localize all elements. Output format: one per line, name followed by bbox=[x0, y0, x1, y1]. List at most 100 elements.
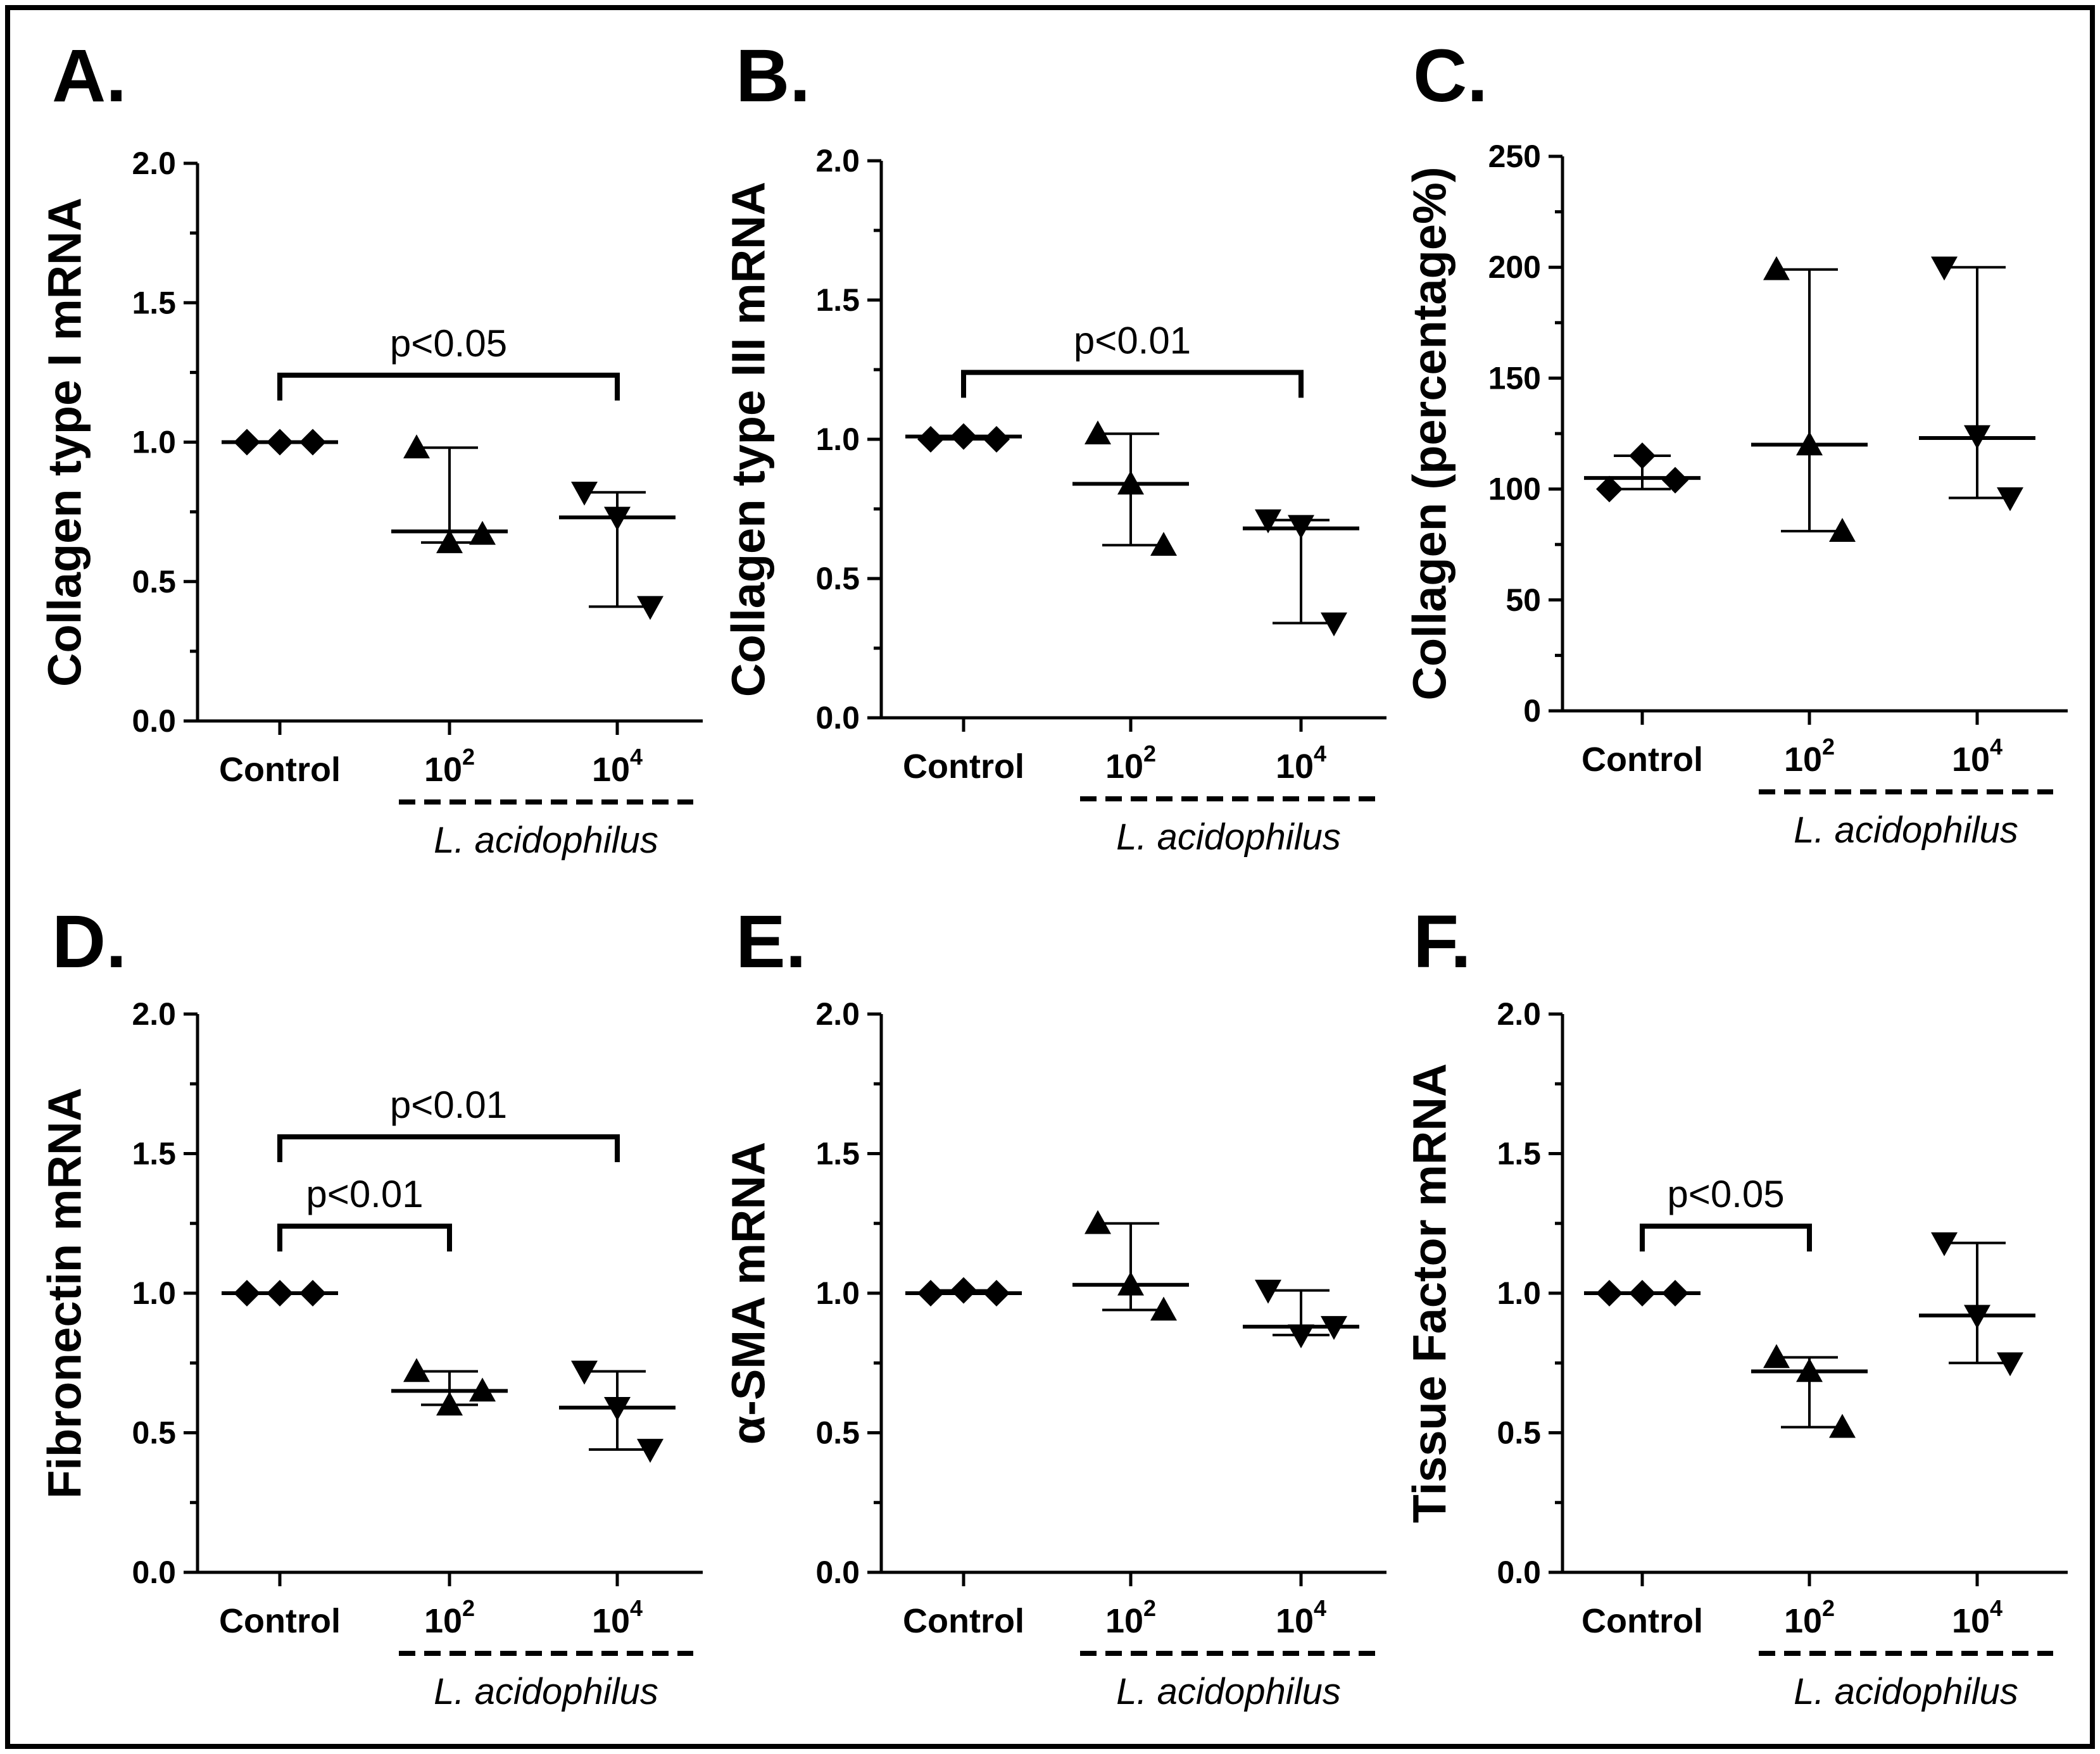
panel-letter: F. bbox=[1413, 900, 1471, 984]
triangle-up-marker bbox=[1763, 1344, 1790, 1369]
figure-border bbox=[5, 5, 2095, 1749]
y-axis-label: Collagen type I mRNA bbox=[39, 197, 91, 687]
x-category-superscript: 4 bbox=[1990, 1595, 2003, 1621]
diamond-marker bbox=[1596, 475, 1623, 503]
triangle-up-marker bbox=[1085, 420, 1111, 444]
x-category-label: Control bbox=[1581, 1602, 1703, 1640]
x-category-label: Control bbox=[903, 1602, 1024, 1640]
x-category-superscript: 2 bbox=[462, 1595, 475, 1621]
y-tick-label: 0.0 bbox=[132, 1555, 176, 1590]
data-group bbox=[391, 434, 508, 553]
diamond-marker bbox=[267, 1280, 293, 1306]
x-category-superscript: 2 bbox=[1822, 1595, 1835, 1621]
y-tick-label: 0.0 bbox=[815, 1555, 860, 1590]
triangle-up-marker bbox=[436, 529, 463, 553]
diamond-marker bbox=[1662, 467, 1688, 494]
significance-bracket bbox=[1640, 1224, 1812, 1252]
triangle-down-marker bbox=[1255, 1279, 1281, 1304]
x-category-superscript: 4 bbox=[1314, 1595, 1326, 1621]
y-tick-label: 1.0 bbox=[1497, 1275, 1541, 1311]
x-category-label: Control bbox=[219, 751, 341, 789]
significance-bracket bbox=[961, 370, 1304, 398]
triangle-down-marker bbox=[1964, 425, 1990, 449]
y-tick-label: 1.0 bbox=[132, 425, 176, 460]
triangle-down-marker bbox=[1288, 515, 1314, 539]
x-category-label: Control bbox=[903, 748, 1024, 786]
panel-a: A. Collagen type I mRNA 0.0 0.5 1.0 1.5 2.0 Con… bbox=[39, 34, 703, 861]
y-tick-label: 1.5 bbox=[815, 1136, 860, 1172]
panel-c: C. Collagen (percentage%) 0 50 100 150 200 250 C… bbox=[1404, 34, 2068, 851]
y-tick-label: 1.5 bbox=[1497, 1136, 1541, 1172]
triangle-down-marker bbox=[1288, 1324, 1314, 1349]
triangle-down-marker bbox=[571, 481, 598, 506]
y-tick-label: 1.5 bbox=[815, 282, 860, 318]
triangle-up-marker bbox=[469, 520, 496, 545]
triangle-down-marker bbox=[571, 1360, 598, 1385]
significance-label: p<0.05 bbox=[390, 322, 507, 365]
panel-b: B. Collagen type III mRNA 0.0 0.5 1.0 1.5 2.0 C… bbox=[722, 34, 1386, 858]
triangle-down-marker bbox=[1931, 256, 1958, 281]
triangle-up-marker bbox=[1117, 1271, 1144, 1296]
x-category-label: 102 bbox=[424, 1595, 475, 1640]
significance-label: p<0.01 bbox=[306, 1173, 423, 1215]
panel-letter: E. bbox=[736, 900, 807, 984]
y-tick-label: 0.0 bbox=[815, 700, 860, 736]
y-axis-label: α-SMA mRNA bbox=[722, 1142, 775, 1445]
diamond-marker bbox=[1629, 442, 1656, 470]
significance-bracket bbox=[277, 1224, 452, 1252]
triangle-up-marker bbox=[1829, 518, 1856, 542]
diamond-marker bbox=[950, 423, 977, 450]
diamond-marker bbox=[983, 426, 1010, 453]
y-tick-label: 2.0 bbox=[815, 996, 860, 1032]
y-tick-label: 1.0 bbox=[815, 1275, 860, 1311]
data-group bbox=[1751, 1344, 1868, 1438]
panel-letter: D. bbox=[52, 900, 127, 984]
data-group bbox=[905, 423, 1022, 453]
diamond-marker bbox=[917, 426, 944, 453]
y-axis-label: Tissue Factor mRNA bbox=[1404, 1063, 1456, 1524]
y-tick-label: 1.0 bbox=[815, 422, 860, 457]
y-tick-label: 50 bbox=[1506, 582, 1541, 618]
y-tick-label: 1.0 bbox=[132, 1275, 176, 1311]
group-label: L. acidophilus bbox=[434, 1671, 658, 1712]
triangle-up-marker bbox=[1150, 1296, 1177, 1321]
y-tick-label: 0.5 bbox=[815, 561, 860, 596]
diamond-marker bbox=[983, 1280, 1010, 1306]
data-group bbox=[1584, 1280, 1701, 1306]
triangle-down-marker bbox=[1997, 487, 2023, 511]
diamond-marker bbox=[1596, 1280, 1623, 1306]
data-group bbox=[222, 429, 338, 456]
y-axis-label: Collagen (percentage%) bbox=[1404, 167, 1456, 701]
panel-letter: A. bbox=[52, 34, 127, 118]
data-group bbox=[559, 1360, 676, 1463]
triangle-up-marker bbox=[469, 1377, 496, 1402]
y-tick-label: 0.5 bbox=[132, 1415, 176, 1451]
y-tick-label: 150 bbox=[1488, 360, 1541, 396]
y-tick-label: 2.0 bbox=[1497, 996, 1541, 1032]
group-label: L. acidophilus bbox=[1794, 1671, 2018, 1712]
y-tick-label: 2.0 bbox=[132, 996, 176, 1032]
diamond-marker bbox=[234, 1280, 260, 1306]
y-tick-label: 100 bbox=[1488, 472, 1541, 507]
data-group bbox=[222, 1280, 338, 1306]
y-tick-label: 0.5 bbox=[815, 1415, 860, 1451]
data-group bbox=[1584, 442, 1701, 503]
x-category-superscript: 4 bbox=[630, 1595, 643, 1621]
x-category-label: Control bbox=[219, 1602, 341, 1640]
y-tick-label: 200 bbox=[1488, 249, 1541, 285]
y-tick-label: 2.0 bbox=[132, 146, 176, 181]
triangle-up-marker bbox=[1796, 1358, 1823, 1382]
data-group bbox=[1751, 256, 1868, 542]
x-category-superscript: 4 bbox=[630, 744, 643, 770]
group-label: L. acidophilus bbox=[434, 820, 658, 861]
data-group bbox=[1919, 256, 2035, 511]
triangle-up-marker bbox=[1085, 1210, 1111, 1234]
triangle-up-marker bbox=[436, 1391, 463, 1416]
x-category-superscript: 2 bbox=[462, 744, 475, 770]
data-group bbox=[1243, 1279, 1359, 1349]
triangle-down-marker bbox=[604, 1397, 631, 1421]
triangle-down-marker bbox=[1964, 1305, 1990, 1329]
triangle-up-marker bbox=[1796, 431, 1823, 456]
data-group bbox=[905, 1277, 1022, 1306]
